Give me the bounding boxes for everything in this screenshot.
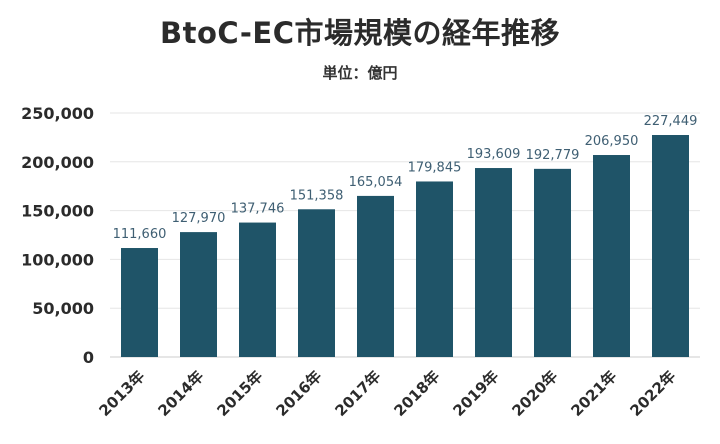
x-tick-label: 2017年 xyxy=(331,367,384,420)
x-tick-label: 2020年 xyxy=(508,367,561,420)
y-tick-label: 250,000 xyxy=(21,104,94,123)
data-label: 206,950 xyxy=(585,134,639,149)
x-tick-label: 2022年 xyxy=(626,367,679,420)
y-tick-label: 100,000 xyxy=(21,250,94,269)
bar xyxy=(298,209,335,357)
data-label: 137,746 xyxy=(231,202,285,217)
bar xyxy=(121,248,158,357)
data-label: 165,054 xyxy=(349,175,403,190)
y-tick-label: 150,000 xyxy=(21,202,94,221)
y-tick-label: 200,000 xyxy=(21,153,94,172)
bar xyxy=(652,135,689,357)
chart-title: BtoC-EC市場規模の経年推移 xyxy=(160,16,560,50)
data-label: 179,845 xyxy=(408,160,462,175)
bar xyxy=(534,168,571,357)
x-tick-label: 2021年 xyxy=(567,367,620,420)
x-tick-label: 2018年 xyxy=(390,367,443,420)
data-label: 151,358 xyxy=(290,188,344,203)
data-label: 193,609 xyxy=(467,147,521,162)
chart-unit-label: 単位：億円 xyxy=(322,64,398,82)
x-tick-label: 2016年 xyxy=(272,367,325,420)
data-label: 227,449 xyxy=(644,114,698,129)
bar xyxy=(357,195,394,357)
x-tick-label: 2013年 xyxy=(95,367,148,420)
bar xyxy=(475,168,512,357)
x-tick-label: 2019年 xyxy=(449,367,502,420)
data-label: 111,660 xyxy=(113,227,167,242)
y-tick-label: 0 xyxy=(83,348,94,367)
x-tick-label: 2014年 xyxy=(154,367,207,420)
x-tick-label: 2015年 xyxy=(213,367,266,420)
bar xyxy=(416,181,453,357)
bar xyxy=(180,232,217,357)
data-label: 127,970 xyxy=(172,211,226,226)
data-label: 192,779 xyxy=(526,148,580,163)
bar xyxy=(593,155,630,357)
y-tick-label: 50,000 xyxy=(32,299,94,318)
bar xyxy=(239,222,276,357)
